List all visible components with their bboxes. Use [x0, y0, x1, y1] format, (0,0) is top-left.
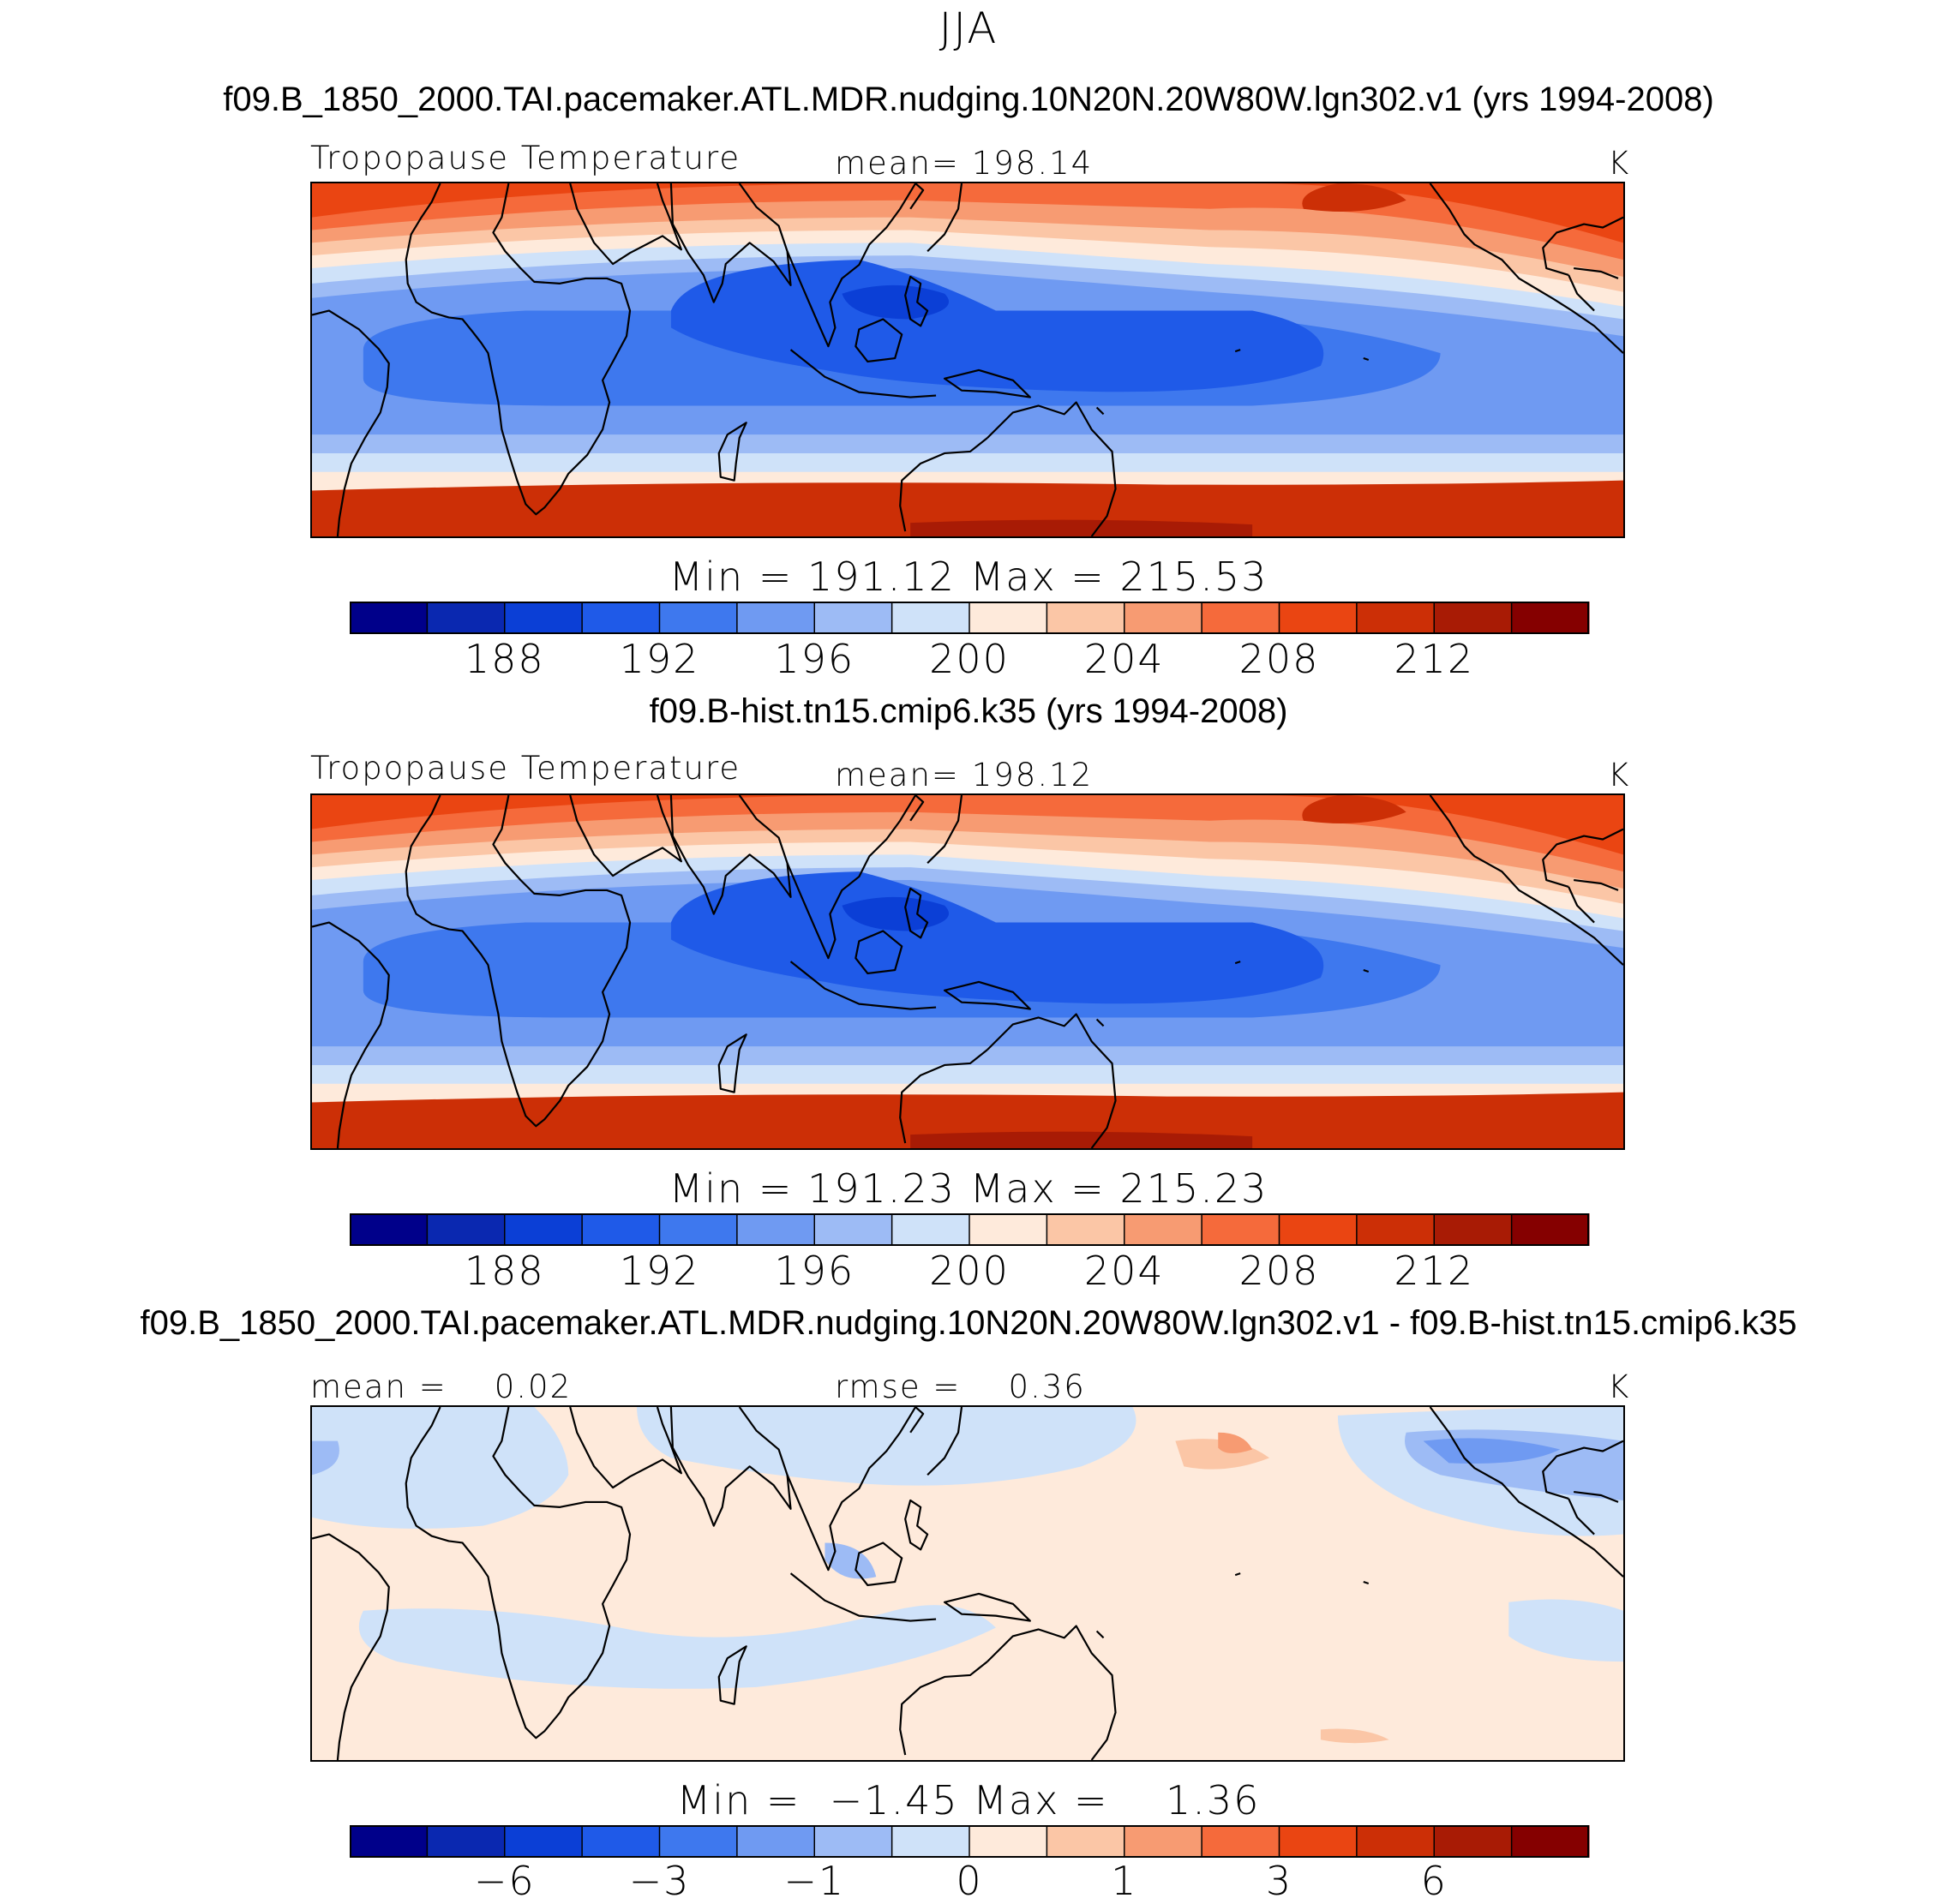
colorbar-box — [736, 602, 815, 634]
colorbar-1-tick-label: 200 — [929, 636, 1010, 682]
colorbar-box — [1124, 1825, 1202, 1858]
panel-3-minmax: Min = −1.45 Max = 1.36 — [676, 1777, 1261, 1823]
colorbar-box — [1356, 602, 1435, 634]
panel-3-units: K — [1608, 1368, 1631, 1405]
colorbar-3-tick-label: −6 — [473, 1858, 536, 1904]
panel-2-field — [312, 795, 1623, 1148]
panel-2-map — [310, 793, 1625, 1150]
colorbar-box — [1279, 602, 1358, 634]
colorbar-box — [1434, 1213, 1513, 1246]
colorbar-2-tick-label: 212 — [1394, 1248, 1475, 1294]
panel-3-field — [312, 1407, 1623, 1760]
colorbar-box — [891, 602, 970, 634]
colorbar-box — [659, 602, 738, 634]
colorbar-box — [582, 1213, 661, 1246]
colorbar-box — [891, 1213, 970, 1246]
colorbar-3-tick-label: 3 — [1265, 1858, 1293, 1904]
colorbar-box — [427, 1825, 506, 1858]
season-title: JJA — [939, 3, 998, 53]
colorbar-3-tick-label: −3 — [628, 1858, 691, 1904]
colorbar-3-tick-label: 1 — [1111, 1858, 1138, 1904]
colorbar-box — [814, 1825, 893, 1858]
panel-1-left-label: Tropopause Temperature — [310, 140, 741, 177]
colorbar-box — [504, 602, 583, 634]
colorbar-2-tick-label: 196 — [774, 1248, 855, 1294]
panel-1-field — [312, 183, 1623, 536]
colorbar-2-tick-label: 208 — [1238, 1248, 1320, 1294]
colorbar-box — [1434, 1825, 1513, 1858]
colorbar-2-tick-label: 192 — [619, 1248, 700, 1294]
colorbar-box — [1202, 602, 1280, 634]
colorbar-box — [659, 1213, 738, 1246]
panel-1-mean-label: mean= 198.14 — [835, 145, 1094, 182]
colorbar-1-tick-label: 208 — [1238, 636, 1320, 682]
colorbar-box — [582, 1825, 661, 1858]
colorbar-3-tick-label: −1 — [783, 1858, 846, 1904]
colorbar-box — [350, 602, 428, 634]
panel-2-left-label: Tropopause Temperature — [310, 750, 741, 787]
colorbar-box — [1279, 1825, 1358, 1858]
colorbar-box — [1356, 1213, 1435, 1246]
colorbar-box — [969, 1213, 1047, 1246]
colorbar-box — [814, 602, 893, 634]
colorbar-box — [1511, 602, 1590, 634]
colorbar-box — [1511, 1213, 1590, 1246]
colorbar-box — [1434, 602, 1513, 634]
colorbar-box — [1511, 1825, 1590, 1858]
panel-1-title: f09.B_1850_2000.TAI.pacemaker.ATL.MDR.nu… — [223, 81, 1714, 118]
colorbar-3-tick-label: 0 — [956, 1858, 983, 1904]
panel-1-map — [310, 182, 1625, 538]
colorbar-1-tick-label: 188 — [464, 636, 545, 682]
colorbar-box — [427, 602, 506, 634]
colorbar-3 — [350, 1825, 1590, 1858]
colorbar-frame — [350, 602, 1589, 634]
colorbar-box — [969, 602, 1047, 634]
colorbar-box — [1124, 602, 1202, 634]
colorbar-box — [891, 1825, 970, 1858]
colorbar-box — [504, 1825, 583, 1858]
panel-2-mean-label: mean= 198.12 — [835, 757, 1094, 793]
colorbar-2-tick-label: 204 — [1083, 1248, 1165, 1294]
panel-3-map — [310, 1405, 1625, 1762]
colorbar-box — [1356, 1825, 1435, 1858]
colorbar-frame — [350, 1825, 1589, 1858]
panel-1-minmax: Min = 191.12 Max = 215.53 — [669, 554, 1268, 600]
colorbar-box — [1279, 1213, 1358, 1246]
colorbar-1-tick-label: 204 — [1083, 636, 1165, 682]
colorbar-1 — [350, 602, 1590, 634]
colorbar-frame — [350, 1213, 1589, 1246]
colorbar-box — [1046, 602, 1125, 634]
colorbar-box — [814, 1213, 893, 1246]
panel-3-rmse-label: rmse = 0.36 — [835, 1368, 1086, 1405]
colorbar-box — [350, 1213, 428, 1246]
colorbar-1-tick-label: 196 — [774, 636, 855, 682]
colorbar-box — [504, 1213, 583, 1246]
colorbar-box — [736, 1825, 815, 1858]
colorbar-2 — [350, 1213, 1590, 1246]
colorbar-box — [1046, 1825, 1125, 1858]
colorbar-box — [659, 1825, 738, 1858]
colorbar-box — [350, 1825, 428, 1858]
colorbar-box — [969, 1825, 1047, 1858]
panel-1-units: K — [1608, 145, 1631, 182]
colorbar-box — [1046, 1213, 1125, 1246]
colorbar-3-tick-label: 6 — [1420, 1858, 1448, 1904]
panel-3-title: f09.B_1850_2000.TAI.pacemaker.ATL.MDR.nu… — [140, 1304, 1797, 1342]
colorbar-box — [1124, 1213, 1202, 1246]
colorbar-box — [1202, 1825, 1280, 1858]
colorbar-box — [736, 1213, 815, 1246]
panel-2-title: f09.B-hist.tn15.cmip6.k35 (yrs 1994-2008… — [649, 692, 1288, 730]
panel-3-mean-label: mean = 0.02 — [310, 1368, 573, 1405]
colorbar-box — [582, 602, 661, 634]
colorbar-1-tick-label: 192 — [619, 636, 700, 682]
colorbar-1-tick-label: 212 — [1394, 636, 1475, 682]
colorbar-2-tick-label: 188 — [464, 1248, 545, 1294]
panel-2-minmax: Min = 191.23 Max = 215.23 — [669, 1165, 1268, 1212]
colorbar-2-tick-label: 200 — [929, 1248, 1010, 1294]
colorbar-box — [1202, 1213, 1280, 1246]
panel-2-units: K — [1608, 757, 1631, 793]
colorbar-box — [427, 1213, 506, 1246]
